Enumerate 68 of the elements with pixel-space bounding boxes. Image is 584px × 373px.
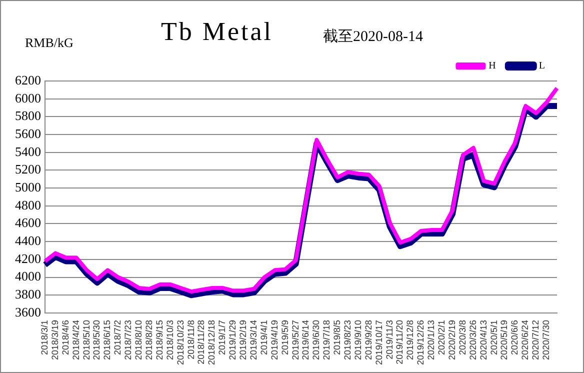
x-tick-label: 2018/11/28 xyxy=(196,320,206,364)
x-tick-label: 2019/11/3 xyxy=(384,320,394,360)
y-tick-label: 5000 xyxy=(15,179,41,194)
x-tick-label: 2019/8/23 xyxy=(342,320,353,360)
x-tick-label: 2020/7/30 xyxy=(541,320,552,360)
x-tick-label: 2018/7/23 xyxy=(123,320,134,360)
legend-label: H xyxy=(488,60,496,72)
x-tick-label: 2018/4/6 xyxy=(60,320,70,356)
x-tick-label: 2019/1/7 xyxy=(217,320,228,356)
x-tick-label: 2018/9/15 xyxy=(154,320,164,360)
x-tick-label: 2018/5/30 xyxy=(92,320,102,360)
x-tick-label: 2020/7/12 xyxy=(530,320,541,360)
x-tick-label: 2019/2/19 xyxy=(238,320,248,360)
x-tick-label: 2019/6/30 xyxy=(311,320,322,360)
x-tick-label: 2019/1/29 xyxy=(228,320,238,360)
chart-title: Tb Metal xyxy=(161,17,274,47)
x-tick-label: 2018/5/10 xyxy=(81,320,92,360)
x-tick-label: 2020/6/6 xyxy=(510,320,520,356)
y-tick-label: 3600 xyxy=(15,304,41,320)
x-tick-label: 2019/9/10 xyxy=(352,320,363,360)
x-tick-label: 2018/8/28 xyxy=(144,320,154,360)
y-tick-label: 5800 xyxy=(15,108,41,124)
x-tick-label: 2019/5/9 xyxy=(280,320,290,356)
x-tick-label: 2019/4/19 xyxy=(269,320,280,360)
x-tick-label: 2019/6/14 xyxy=(300,320,311,360)
x-tick-label: 2018/10/23 xyxy=(175,320,186,366)
y-tick-label: 4800 xyxy=(15,197,41,212)
legend-label: L xyxy=(538,60,545,72)
y-tick-label: 6000 xyxy=(15,90,41,106)
x-tick-label: 2018/3/19 xyxy=(50,320,60,360)
x-tick-label: 2020/3/26 xyxy=(468,320,478,360)
x-tick-label: 2019/7/18 xyxy=(322,320,332,360)
x-tick-label: 2018/4/24 xyxy=(70,320,81,360)
x-tick-label: 2020/5/1 xyxy=(488,320,499,356)
x-tick-label: 2018/10/3 xyxy=(164,320,175,360)
x-tick-label: 2019/11/20 xyxy=(394,320,405,364)
y-tick-label: 5400 xyxy=(15,144,41,159)
x-tick-label: 2019/10/17 xyxy=(374,320,384,366)
x-tick-label: 2020/2/19 xyxy=(446,320,457,360)
x-tick-label: 2019/12/8 xyxy=(405,320,416,360)
x-tick-label: 2018/3/1 xyxy=(39,320,50,356)
y-tick-label: 4600 xyxy=(15,215,41,230)
x-tick-label: 2018/7/2 xyxy=(112,320,123,356)
y-tick-label: 5200 xyxy=(15,162,41,177)
y-tick-label: 3800 xyxy=(15,286,41,302)
y-axis-title: RMB/kG xyxy=(25,35,74,51)
x-tick-label: 2019/5/27 xyxy=(290,320,300,360)
x-tick-label: 2019/9/28 xyxy=(363,320,374,360)
x-tick-label: 2020/4/13 xyxy=(478,320,488,360)
x-tick-label: 2019/12/26 xyxy=(416,320,426,366)
y-tick-label: 5600 xyxy=(15,126,41,141)
x-tick-label: 2020/5/19 xyxy=(499,320,510,360)
y-tick-label: 4400 xyxy=(15,233,41,248)
y-tick-label: 4200 xyxy=(15,250,41,266)
x-tick-label: 2020/1/13 xyxy=(426,320,436,360)
x-tick-label: 2019/4/1 xyxy=(258,320,269,356)
x-tick-label: 2018/6/15 xyxy=(102,320,112,360)
y-tick-label: 4000 xyxy=(15,268,41,284)
x-tick-label: 2019/3/14 xyxy=(248,320,258,360)
x-tick-label: 2019/8/5 xyxy=(332,320,342,356)
x-tick-label: 2018/8/10 xyxy=(134,320,144,360)
y-tick-label: 6200 xyxy=(15,72,41,88)
x-tick-label: 2018/12/18 xyxy=(206,320,217,366)
x-tick-label: 2018/11/8 xyxy=(186,320,196,360)
x-tick-label: 2020/6/24 xyxy=(520,320,530,360)
x-tick-label: 2020/2/1 xyxy=(436,320,447,356)
chart-subtitle: 截至2020-08-14 xyxy=(323,28,423,46)
x-tick-label: 2020/3/8 xyxy=(457,320,468,356)
